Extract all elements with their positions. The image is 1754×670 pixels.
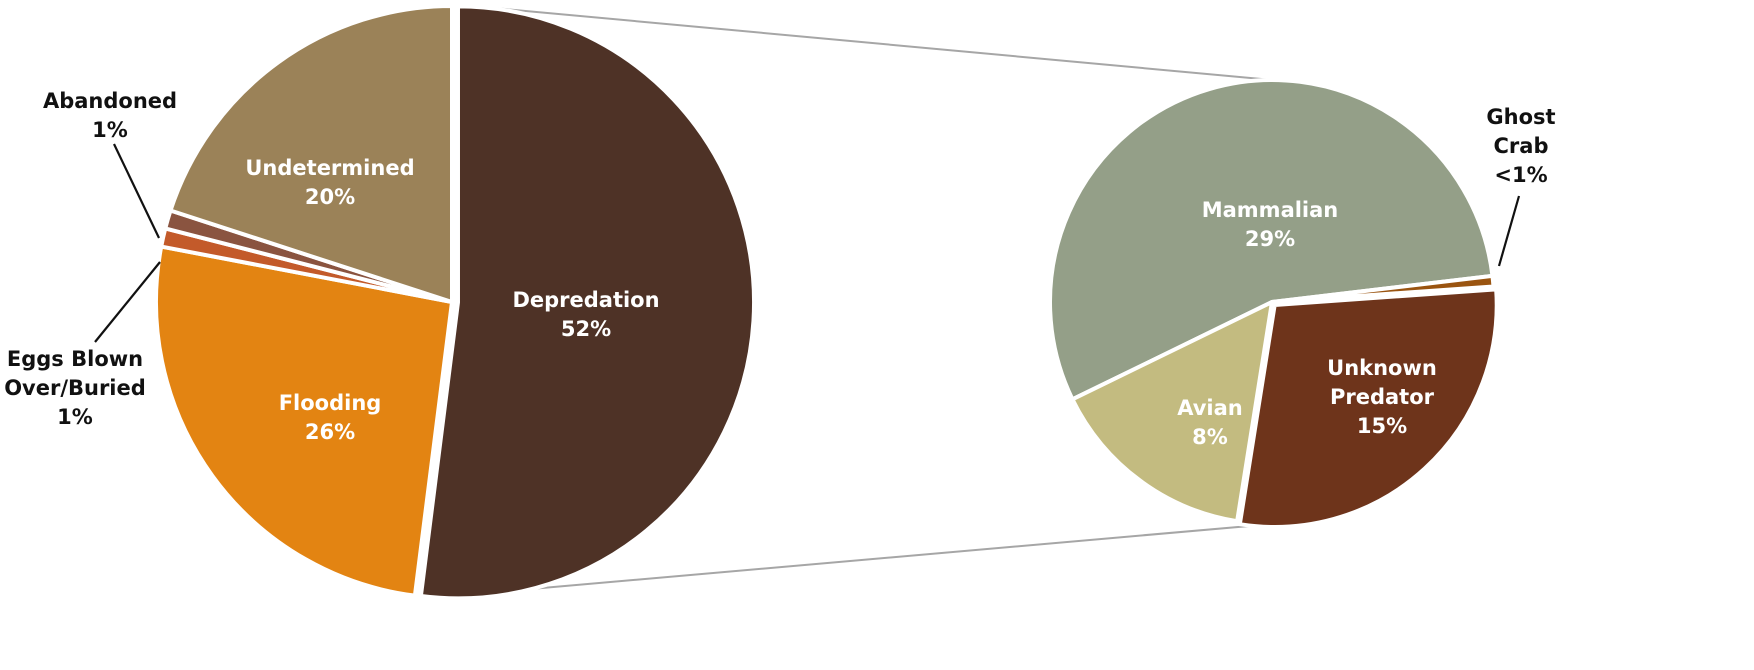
connector-line-top bbox=[471, 5, 1273, 81]
label-avian: Avian 8% bbox=[1177, 396, 1243, 449]
label-eggs-blown-over-buried: Eggs Blown Over/Buried 1% bbox=[4, 347, 146, 429]
label-mammalian: Mammalian 29% bbox=[1202, 198, 1339, 251]
primary-pie bbox=[153, 4, 757, 601]
label-ghost-crab: Ghost Crab <1% bbox=[1486, 105, 1555, 187]
pie-slice-flooding bbox=[153, 244, 454, 598]
pie-slice-depredation bbox=[418, 4, 757, 601]
pie-slice-ghost-crab bbox=[1270, 273, 1496, 304]
pie-slice-avian bbox=[1070, 300, 1274, 524]
secondary-pie bbox=[1048, 78, 1499, 529]
leader-line-eggs-blown bbox=[94, 261, 161, 343]
connector-line-bottom bbox=[454, 523, 1273, 597]
pie-slice-undetermined bbox=[168, 4, 454, 304]
leader-line-abandoned bbox=[113, 143, 160, 239]
leader-line-ghost-crab bbox=[1497, 195, 1521, 267]
label-abandoned: Abandoned 1% bbox=[43, 89, 177, 142]
label-undetermined: Undetermined 20% bbox=[245, 156, 414, 209]
pie-slice-unknown-predator bbox=[1237, 287, 1499, 529]
pie-slice-mammalian bbox=[1048, 78, 1495, 402]
label-flooding: Flooding 26% bbox=[279, 391, 382, 444]
label-depredation: Depredation 52% bbox=[512, 288, 659, 341]
label-unknown-predator: Unknown Predator 15% bbox=[1327, 356, 1437, 438]
